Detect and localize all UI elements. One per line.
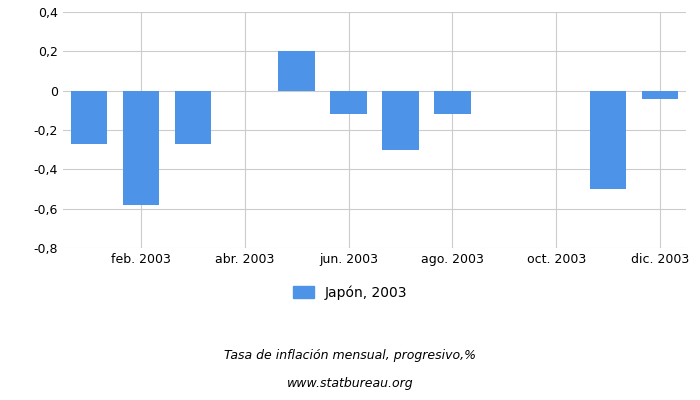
Bar xyxy=(642,91,678,98)
Text: Tasa de inflación mensual, progresivo,%: Tasa de inflación mensual, progresivo,% xyxy=(224,350,476,362)
Legend: Japón, 2003: Japón, 2003 xyxy=(287,280,413,305)
Bar xyxy=(279,51,315,91)
Text: www.statbureau.org: www.statbureau.org xyxy=(287,378,413,390)
Bar xyxy=(174,91,211,144)
Bar xyxy=(382,91,419,150)
Bar xyxy=(590,91,626,189)
Bar xyxy=(330,91,367,114)
Bar xyxy=(71,91,107,144)
Bar xyxy=(122,91,159,205)
Bar xyxy=(434,91,470,114)
